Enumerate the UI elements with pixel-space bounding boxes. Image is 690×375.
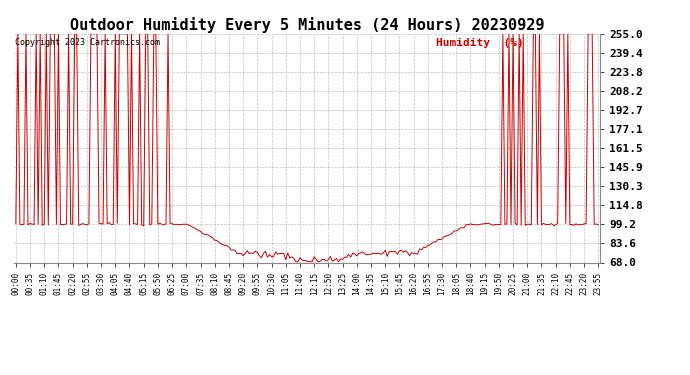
Text: Humidity  (%): Humidity (%)	[436, 38, 524, 48]
Text: Copyright 2023 Cartronics.com: Copyright 2023 Cartronics.com	[15, 38, 160, 47]
Title: Outdoor Humidity Every 5 Minutes (24 Hours) 20230929: Outdoor Humidity Every 5 Minutes (24 Hou…	[70, 16, 544, 33]
